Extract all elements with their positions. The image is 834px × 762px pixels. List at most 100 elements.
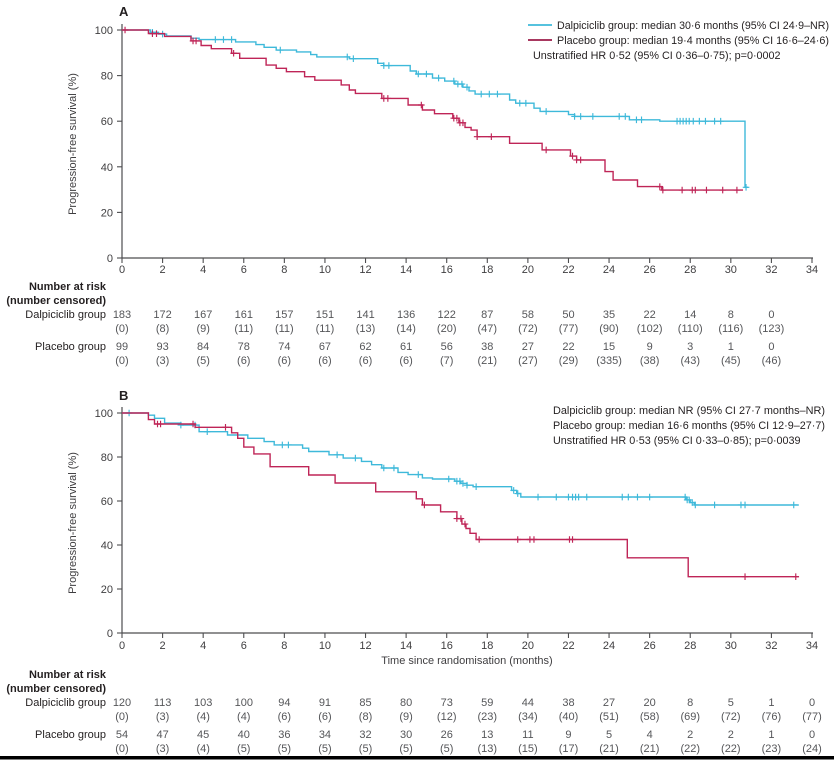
censor-mark [542,108,550,115]
risk-value: 151 [316,309,334,321]
risk-value: 5 [606,729,612,741]
censor-mark [577,113,584,120]
legend-line: Placebo group: median 16·6 months (95% C… [553,420,825,432]
censor-mark [343,53,351,61]
risk-value: 113 [154,697,172,709]
censor-mark [453,114,461,122]
censor-mark [418,101,425,109]
panel-label-b: B [119,388,128,403]
censor-mark [711,501,718,509]
risk-value: 80 [400,697,412,709]
censor-mark [488,133,495,141]
censored-value: (6) [359,355,372,367]
censored-value: (9) [196,323,209,335]
x-tick-label: 10 [319,640,331,652]
censor-mark [285,441,292,449]
censor-mark [475,536,483,543]
risk-value: 122 [438,309,456,321]
y-tick-label: 40 [101,540,113,552]
risk-value: 74 [278,341,290,353]
censor-mark [516,99,524,107]
censor-mark [634,493,641,501]
censor-mark [459,119,467,127]
censor-mark [153,30,160,37]
y-tick-label: 20 [101,207,113,219]
y-tick-label: 60 [101,116,113,128]
censor-mark [463,83,471,91]
censor-mark [157,420,164,428]
x-tick-label: 2 [160,264,166,276]
censor-mark [177,421,185,429]
x-tick-label: 6 [241,264,247,276]
risk-value: 8 [728,309,734,321]
censor-mark [569,536,576,543]
censor-mark [615,113,623,120]
censor-mark [477,90,485,98]
x-tick-label: 14 [400,640,412,652]
risk-value: 8 [687,697,693,709]
censor-mark [435,74,442,82]
risk-value: 35 [603,309,615,321]
x-tick-label: 30 [725,640,737,652]
censored-value: (11) [275,323,294,335]
censored-value: (116) [718,323,743,335]
censor-mark [230,49,237,57]
censor-mark [421,501,428,509]
risk-value: 36 [278,729,290,741]
x-tick-label: 10 [319,264,331,276]
censor-mark [646,493,653,501]
risk-value: 3 [687,341,693,353]
censor-mark [350,55,357,63]
risk-value: 99 [116,341,128,353]
x-tick-label: 26 [644,264,656,276]
x-tick-label: 22 [562,640,574,652]
risk-value: 136 [397,309,415,321]
x-tick-label: 18 [481,640,493,652]
censored-value: (123) [759,323,785,335]
x-tick-label: 34 [806,640,818,652]
censor-mark [530,536,538,543]
censored-value: (6) [318,711,331,723]
censored-value: (5) [399,743,412,755]
risk-value: 14 [684,309,696,321]
censor-mark [203,428,211,435]
censor-mark [741,501,749,509]
censored-value: (14) [396,323,416,335]
risk-row-label: Placebo group [35,729,106,741]
censor-mark [589,113,597,120]
censored-value: (110) [678,323,703,335]
censor-mark [638,116,645,124]
x-tick-label: 30 [725,264,737,276]
censor-mark [486,90,493,98]
censored-value: (90) [599,323,619,335]
censored-value: (3) [156,355,169,367]
x-tick-label: 32 [765,640,777,652]
censored-value: (77) [559,323,579,335]
x-axis-title: Time since randomisation (months) [381,655,552,667]
risk-row-label: Placebo group [35,341,106,353]
censor-mark [384,95,392,102]
x-tick-label: 26 [644,640,656,652]
risk-value: 120 [113,697,131,709]
x-tick-label: 22 [562,264,574,276]
risk-value: 67 [319,341,331,353]
risk-value: 93 [156,341,168,353]
censored-value: (58) [640,711,660,723]
censored-value: (335) [596,355,622,367]
risk-value: 9 [647,341,653,353]
x-tick-label: 20 [522,264,534,276]
risk-value: 0 [768,309,774,321]
bottom-rule [0,756,834,760]
censored-value: (40) [559,711,579,723]
censored-value: (22) [680,743,700,755]
risk-value: 38 [562,697,574,709]
censored-value: (0) [115,323,128,335]
risk-value: 183 [113,309,131,321]
censored-value: (13) [356,323,376,335]
censor-mark [121,26,129,34]
y-tick-label: 20 [101,584,113,596]
censor-mark [656,183,664,190]
censor-mark [733,186,741,194]
x-tick-label: 32 [765,264,777,276]
